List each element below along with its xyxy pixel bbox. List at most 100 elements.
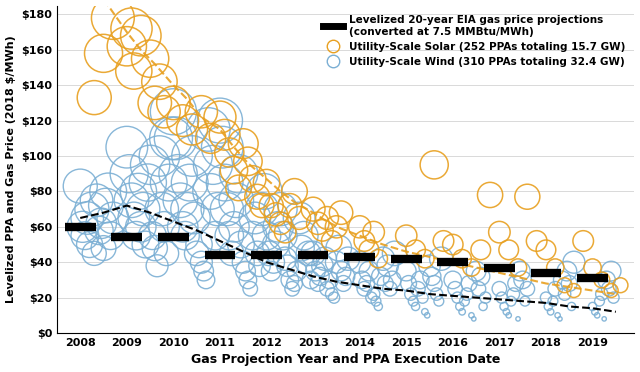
Point [266, 268, 276, 274]
Point [364, 247, 374, 253]
Point [422, 312, 433, 318]
Point [222, 206, 232, 212]
Point [559, 291, 570, 297]
Point [278, 233, 288, 239]
Point [280, 256, 291, 262]
Point [147, 233, 157, 239]
Point [550, 286, 561, 292]
Point [224, 233, 234, 239]
Point [376, 273, 386, 279]
Point [596, 291, 607, 297]
Point [520, 298, 530, 304]
Point [145, 162, 156, 168]
X-axis label: Gas Projection Year and PPA Execution Date: Gas Projection Year and PPA Execution Da… [191, 353, 500, 366]
Point [541, 247, 551, 253]
Point [224, 150, 234, 155]
Point [87, 206, 97, 212]
Point [471, 268, 481, 274]
Point [559, 282, 570, 288]
Point [227, 250, 237, 256]
Point [609, 295, 619, 301]
Point [250, 215, 260, 221]
Point [315, 273, 325, 279]
Point [485, 192, 495, 198]
Point [238, 259, 248, 265]
Point [434, 298, 444, 304]
Point [108, 15, 118, 21]
Point [210, 233, 220, 239]
Point [261, 180, 271, 186]
Point [555, 316, 565, 322]
Point [131, 233, 141, 239]
Point [448, 277, 458, 283]
Point [339, 280, 349, 286]
Point [191, 250, 202, 256]
Point [596, 277, 607, 283]
Point [126, 197, 136, 203]
Point [464, 280, 474, 286]
Point [268, 259, 278, 265]
Point [150, 100, 160, 106]
Point [252, 250, 262, 256]
Point [589, 309, 600, 315]
Point [474, 286, 484, 292]
Legend: Levelized 20-year EIA gas price projections
(converted at 7.5 MMBtu/MWh), Utilit: Levelized 20-year EIA gas price projecti… [319, 11, 629, 71]
Point [467, 312, 477, 318]
Point [588, 264, 598, 270]
Point [103, 189, 113, 195]
Point [205, 189, 216, 195]
Point [494, 286, 504, 292]
Point [550, 264, 561, 270]
Point [403, 280, 413, 286]
Point [522, 194, 532, 200]
Point [401, 233, 412, 239]
Point [457, 256, 467, 262]
Point [215, 118, 225, 124]
Point [494, 229, 504, 235]
Point [362, 280, 372, 286]
Point [157, 206, 167, 212]
Point [234, 185, 244, 191]
Point [552, 312, 563, 318]
Point [332, 224, 342, 230]
Point [201, 277, 211, 283]
Point [138, 206, 148, 212]
Point [204, 126, 214, 132]
Point [420, 256, 430, 262]
Point [248, 176, 258, 182]
Point [592, 312, 602, 318]
Point [89, 250, 99, 256]
Point [164, 180, 174, 186]
Point [364, 268, 374, 274]
Point [289, 280, 300, 286]
Point [152, 263, 162, 269]
Point [299, 233, 309, 239]
Point [326, 291, 337, 297]
Point [248, 233, 258, 239]
Point [317, 227, 328, 233]
Point [154, 79, 164, 85]
Point [522, 286, 532, 292]
Point [461, 291, 472, 297]
Point [357, 277, 367, 283]
Point [301, 259, 311, 265]
Point [208, 162, 218, 168]
Point [317, 263, 328, 269]
Point [168, 109, 179, 115]
Point [196, 109, 207, 115]
Point [467, 264, 477, 270]
Point [257, 203, 267, 209]
Point [187, 153, 197, 159]
Point [319, 256, 330, 262]
Point [606, 288, 616, 294]
Point [285, 277, 295, 283]
Point [508, 291, 518, 297]
Point [569, 288, 579, 294]
Point [569, 259, 579, 265]
Point [180, 233, 190, 239]
Point [289, 189, 300, 195]
Point [333, 245, 344, 251]
Point [133, 189, 143, 195]
Point [266, 203, 276, 209]
Point [615, 282, 625, 288]
